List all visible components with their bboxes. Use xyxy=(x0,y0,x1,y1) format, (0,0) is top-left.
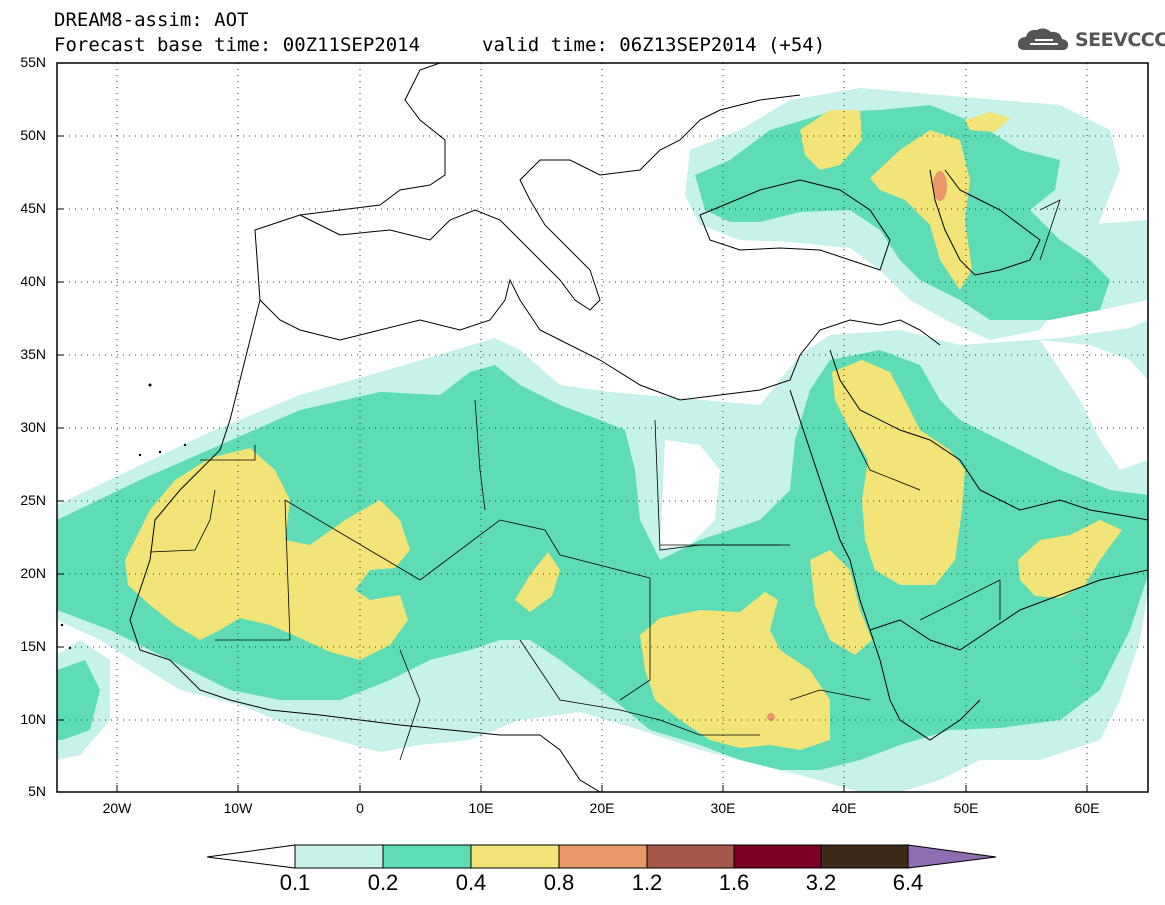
lon-label: 20W xyxy=(102,800,132,816)
colorbar-label: 1.2 xyxy=(631,870,663,895)
logo-text: SEEVCCC xyxy=(1075,29,1165,51)
lon-label: 10E xyxy=(468,800,494,816)
lat-label: 45N xyxy=(20,200,46,216)
colorbar-label: 0.4 xyxy=(455,870,487,895)
small-islands xyxy=(60,383,187,650)
colorbar-bin-0.2 xyxy=(382,844,472,869)
colorbar xyxy=(206,844,997,869)
aot-field-0.8 xyxy=(767,171,947,721)
lat-label: 15N xyxy=(20,638,46,654)
title-valid-time: valid time: 06Z13SEP2014 (+54) xyxy=(482,34,826,56)
lat-label: 40N xyxy=(20,273,46,289)
lon-label: 10W xyxy=(223,800,253,816)
colorbar-bin-1.2 xyxy=(646,844,735,869)
lat-label: 20N xyxy=(20,565,46,581)
colorbar-under xyxy=(206,844,296,869)
lon-label: 50E xyxy=(953,800,979,816)
lon-label: 60E xyxy=(1074,800,1100,816)
colorbar-label: 6.4 xyxy=(892,870,924,895)
lon-label: 40E xyxy=(831,800,857,816)
lat-label: 35N xyxy=(20,346,46,362)
colorbar-label: 1.6 xyxy=(718,870,750,895)
lat-label: 30N xyxy=(20,419,46,435)
lon-label: 30E xyxy=(710,800,736,816)
colorbar-label: 3.2 xyxy=(805,870,837,895)
colorbar-bin-3.2 xyxy=(820,844,909,869)
colorbar-bin-0.8 xyxy=(558,844,648,869)
colorbar-bin-0.4 xyxy=(470,844,560,869)
lat-label: 55N xyxy=(20,54,46,70)
aot-field-0.4 xyxy=(125,110,1122,750)
title-product: DREAM8-assim: AOT xyxy=(54,9,249,31)
colorbar-label: 0.1 xyxy=(279,870,311,895)
axis-ticks xyxy=(57,62,1088,792)
lon-label: 20E xyxy=(589,800,615,816)
title-base-time: Forecast base time: 00Z11SEP2014 xyxy=(54,34,421,56)
lat-label: 5N xyxy=(28,783,46,799)
colorbar-label: 0.8 xyxy=(543,870,575,895)
cloud-logo-icon xyxy=(1017,28,1069,51)
country-borders xyxy=(149,199,1061,761)
colorbar-bin-1.6 xyxy=(733,844,822,869)
lon-label: 0 xyxy=(356,800,364,816)
lat-label: 10N xyxy=(20,711,46,727)
lat-label: 50N xyxy=(20,127,46,143)
colorbar-over xyxy=(907,844,997,869)
lat-label: 25N xyxy=(20,492,46,508)
colorbar-bin-0.1 xyxy=(294,844,384,869)
colorbar-label: 0.2 xyxy=(367,870,399,895)
